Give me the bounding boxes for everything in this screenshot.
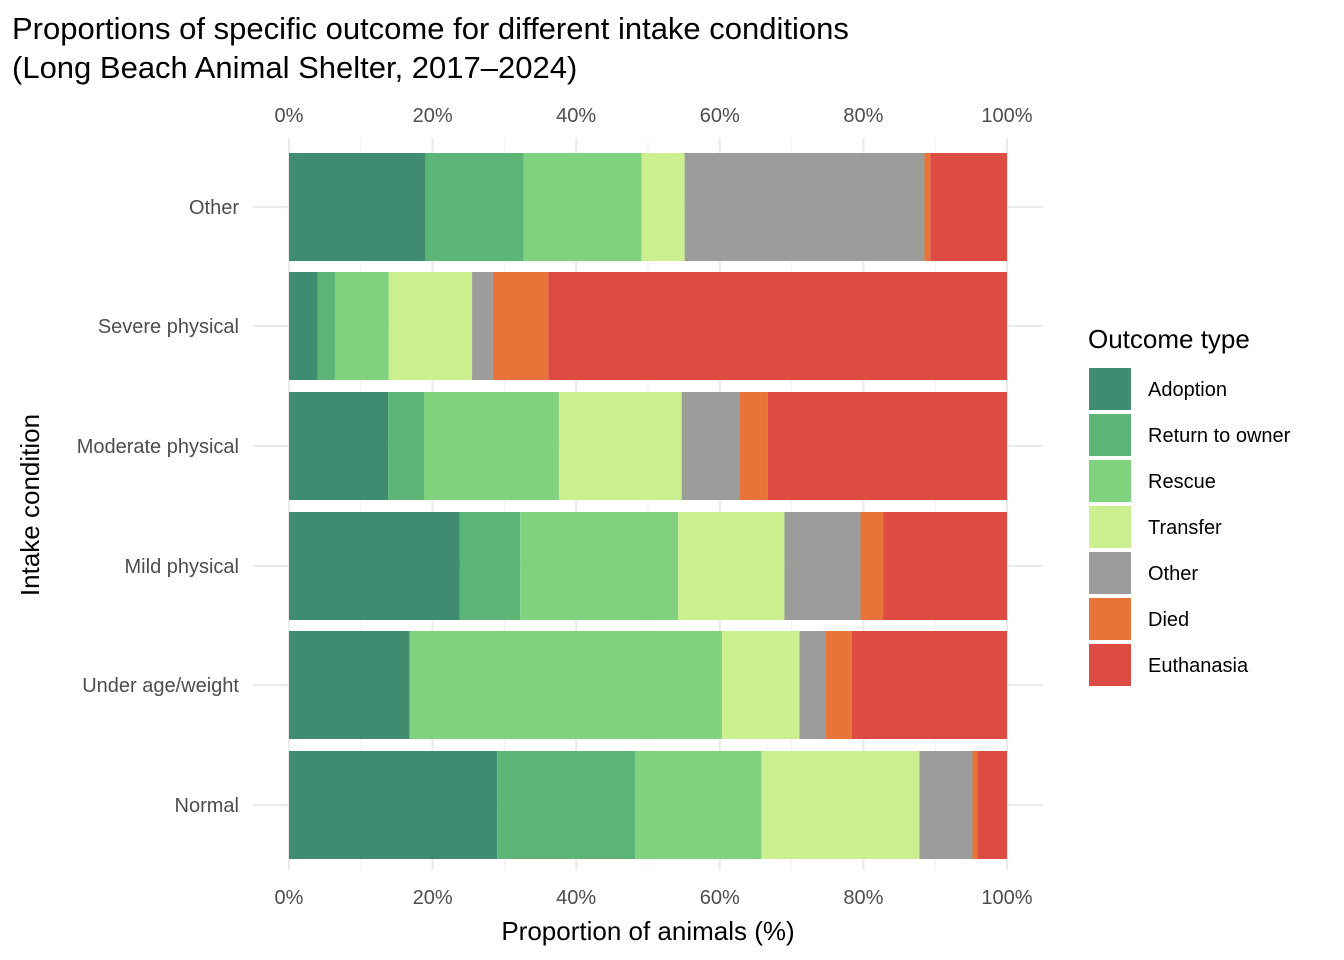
bar-segment — [289, 153, 426, 261]
bar-segment — [334, 272, 389, 380]
bar-segment — [641, 153, 685, 261]
bar-segment — [739, 392, 768, 500]
bar-segment — [289, 512, 460, 620]
bar-segment — [317, 272, 335, 380]
legend-label: Transfer — [1148, 517, 1222, 539]
legend-key — [1089, 506, 1131, 548]
bar-segment — [767, 392, 1007, 500]
bar-segment — [972, 751, 978, 859]
bar-segment — [459, 512, 521, 620]
bar-group-moderate-physical — [289, 392, 1007, 500]
bar-group-under-age-weight — [289, 631, 1007, 739]
bar-segment — [409, 631, 722, 739]
bar-segment — [930, 153, 1007, 261]
bar-segment — [558, 392, 682, 500]
legend-key — [1089, 644, 1131, 686]
legend-label: Adoption — [1148, 379, 1227, 401]
bar-segment — [289, 751, 498, 859]
x-tick-label-bottom: 100% — [981, 887, 1032, 909]
legend-key — [1089, 460, 1131, 502]
x-axis-bottom: 0% 20% 40% 60% 80% 100% — [275, 887, 1033, 909]
bar-segment — [851, 631, 1007, 739]
bar-segment — [289, 272, 318, 380]
x-tick-label-top: 20% — [413, 105, 453, 127]
chart-title-line-1: Proportions of specific outcome for diff… — [12, 11, 849, 46]
bar-segment — [425, 153, 524, 261]
legend-title: Outcome type — [1088, 324, 1250, 354]
y-tick-label: Severe physical — [98, 316, 239, 338]
x-axis-top: 0% 20% 40% 60% 80% 100% — [275, 105, 1033, 127]
legend-label: Died — [1148, 609, 1189, 631]
bar-segment — [860, 512, 884, 620]
bar-segment — [919, 751, 973, 859]
bar-segment — [423, 392, 559, 500]
bar-segment — [883, 512, 1007, 620]
legend-key — [1089, 414, 1131, 456]
bar-segment — [492, 272, 549, 380]
y-tick-label: Mild physical — [125, 556, 239, 578]
chart-title: Proportions of specific outcome for diff… — [12, 11, 849, 85]
bar-segment — [548, 272, 1007, 380]
bar-segment — [799, 631, 826, 739]
bar-group-severe-physical — [289, 272, 1007, 380]
bar-group-normal — [289, 751, 1007, 859]
bar-segment — [924, 153, 931, 261]
legend-key — [1089, 368, 1131, 410]
x-tick-label-top: 40% — [556, 105, 596, 127]
bar-segment — [721, 631, 800, 739]
bar-segment — [761, 751, 920, 859]
legend-label: Euthanasia — [1148, 655, 1249, 677]
x-axis-label: Proportion of animals (%) — [501, 916, 794, 946]
bar-group-other — [289, 153, 1007, 261]
legend-key — [1089, 552, 1131, 594]
bar-segment — [678, 512, 785, 620]
legend-label: Return to owner — [1148, 425, 1291, 447]
x-tick-label-top: 80% — [843, 105, 883, 127]
x-tick-label-bottom: 40% — [556, 887, 596, 909]
y-tick-label: Moderate physical — [77, 436, 239, 458]
bar-segment — [523, 153, 642, 261]
bars — [289, 153, 1007, 859]
bar-segment — [977, 751, 1007, 859]
bar-segment — [520, 512, 679, 620]
x-tick-label-top: 60% — [700, 105, 740, 127]
x-tick-label-bottom: 60% — [700, 887, 740, 909]
y-tick-label: Under age/weight — [82, 675, 239, 697]
bar-group-mild-physical — [289, 512, 1007, 620]
bar-segment — [497, 751, 636, 859]
bar-segment — [784, 512, 861, 620]
bar-segment — [681, 392, 740, 500]
bar-segment — [684, 153, 925, 261]
y-axis-label: Intake condition — [15, 414, 45, 596]
legend-label: Other — [1148, 563, 1198, 585]
bar-segment — [825, 631, 852, 739]
bar-segment — [388, 392, 424, 500]
x-tick-label-top: 100% — [981, 105, 1032, 127]
y-axis: Other Severe physical Moderate physical Mil… — [77, 197, 240, 817]
x-tick-label-bottom: 80% — [843, 887, 883, 909]
bar-segment — [388, 272, 473, 380]
bar-segment — [289, 392, 389, 500]
bar-segment — [289, 631, 410, 739]
legend-label: Rescue — [1148, 471, 1216, 493]
bar-segment — [472, 272, 493, 380]
legend: Outcome type Adoption Return to owner Resc… — [1088, 324, 1291, 686]
x-tick-label-top: 0% — [275, 105, 304, 127]
x-tick-label-bottom: 0% — [275, 887, 304, 909]
legend-key — [1089, 598, 1131, 640]
bar-segment — [635, 751, 762, 859]
y-tick-label: Other — [189, 197, 239, 219]
x-tick-label-bottom: 20% — [413, 887, 453, 909]
y-tick-label: Normal — [175, 795, 239, 817]
chart-title-line-2: (Long Beach Animal Shelter, 2017–2024) — [12, 50, 577, 85]
